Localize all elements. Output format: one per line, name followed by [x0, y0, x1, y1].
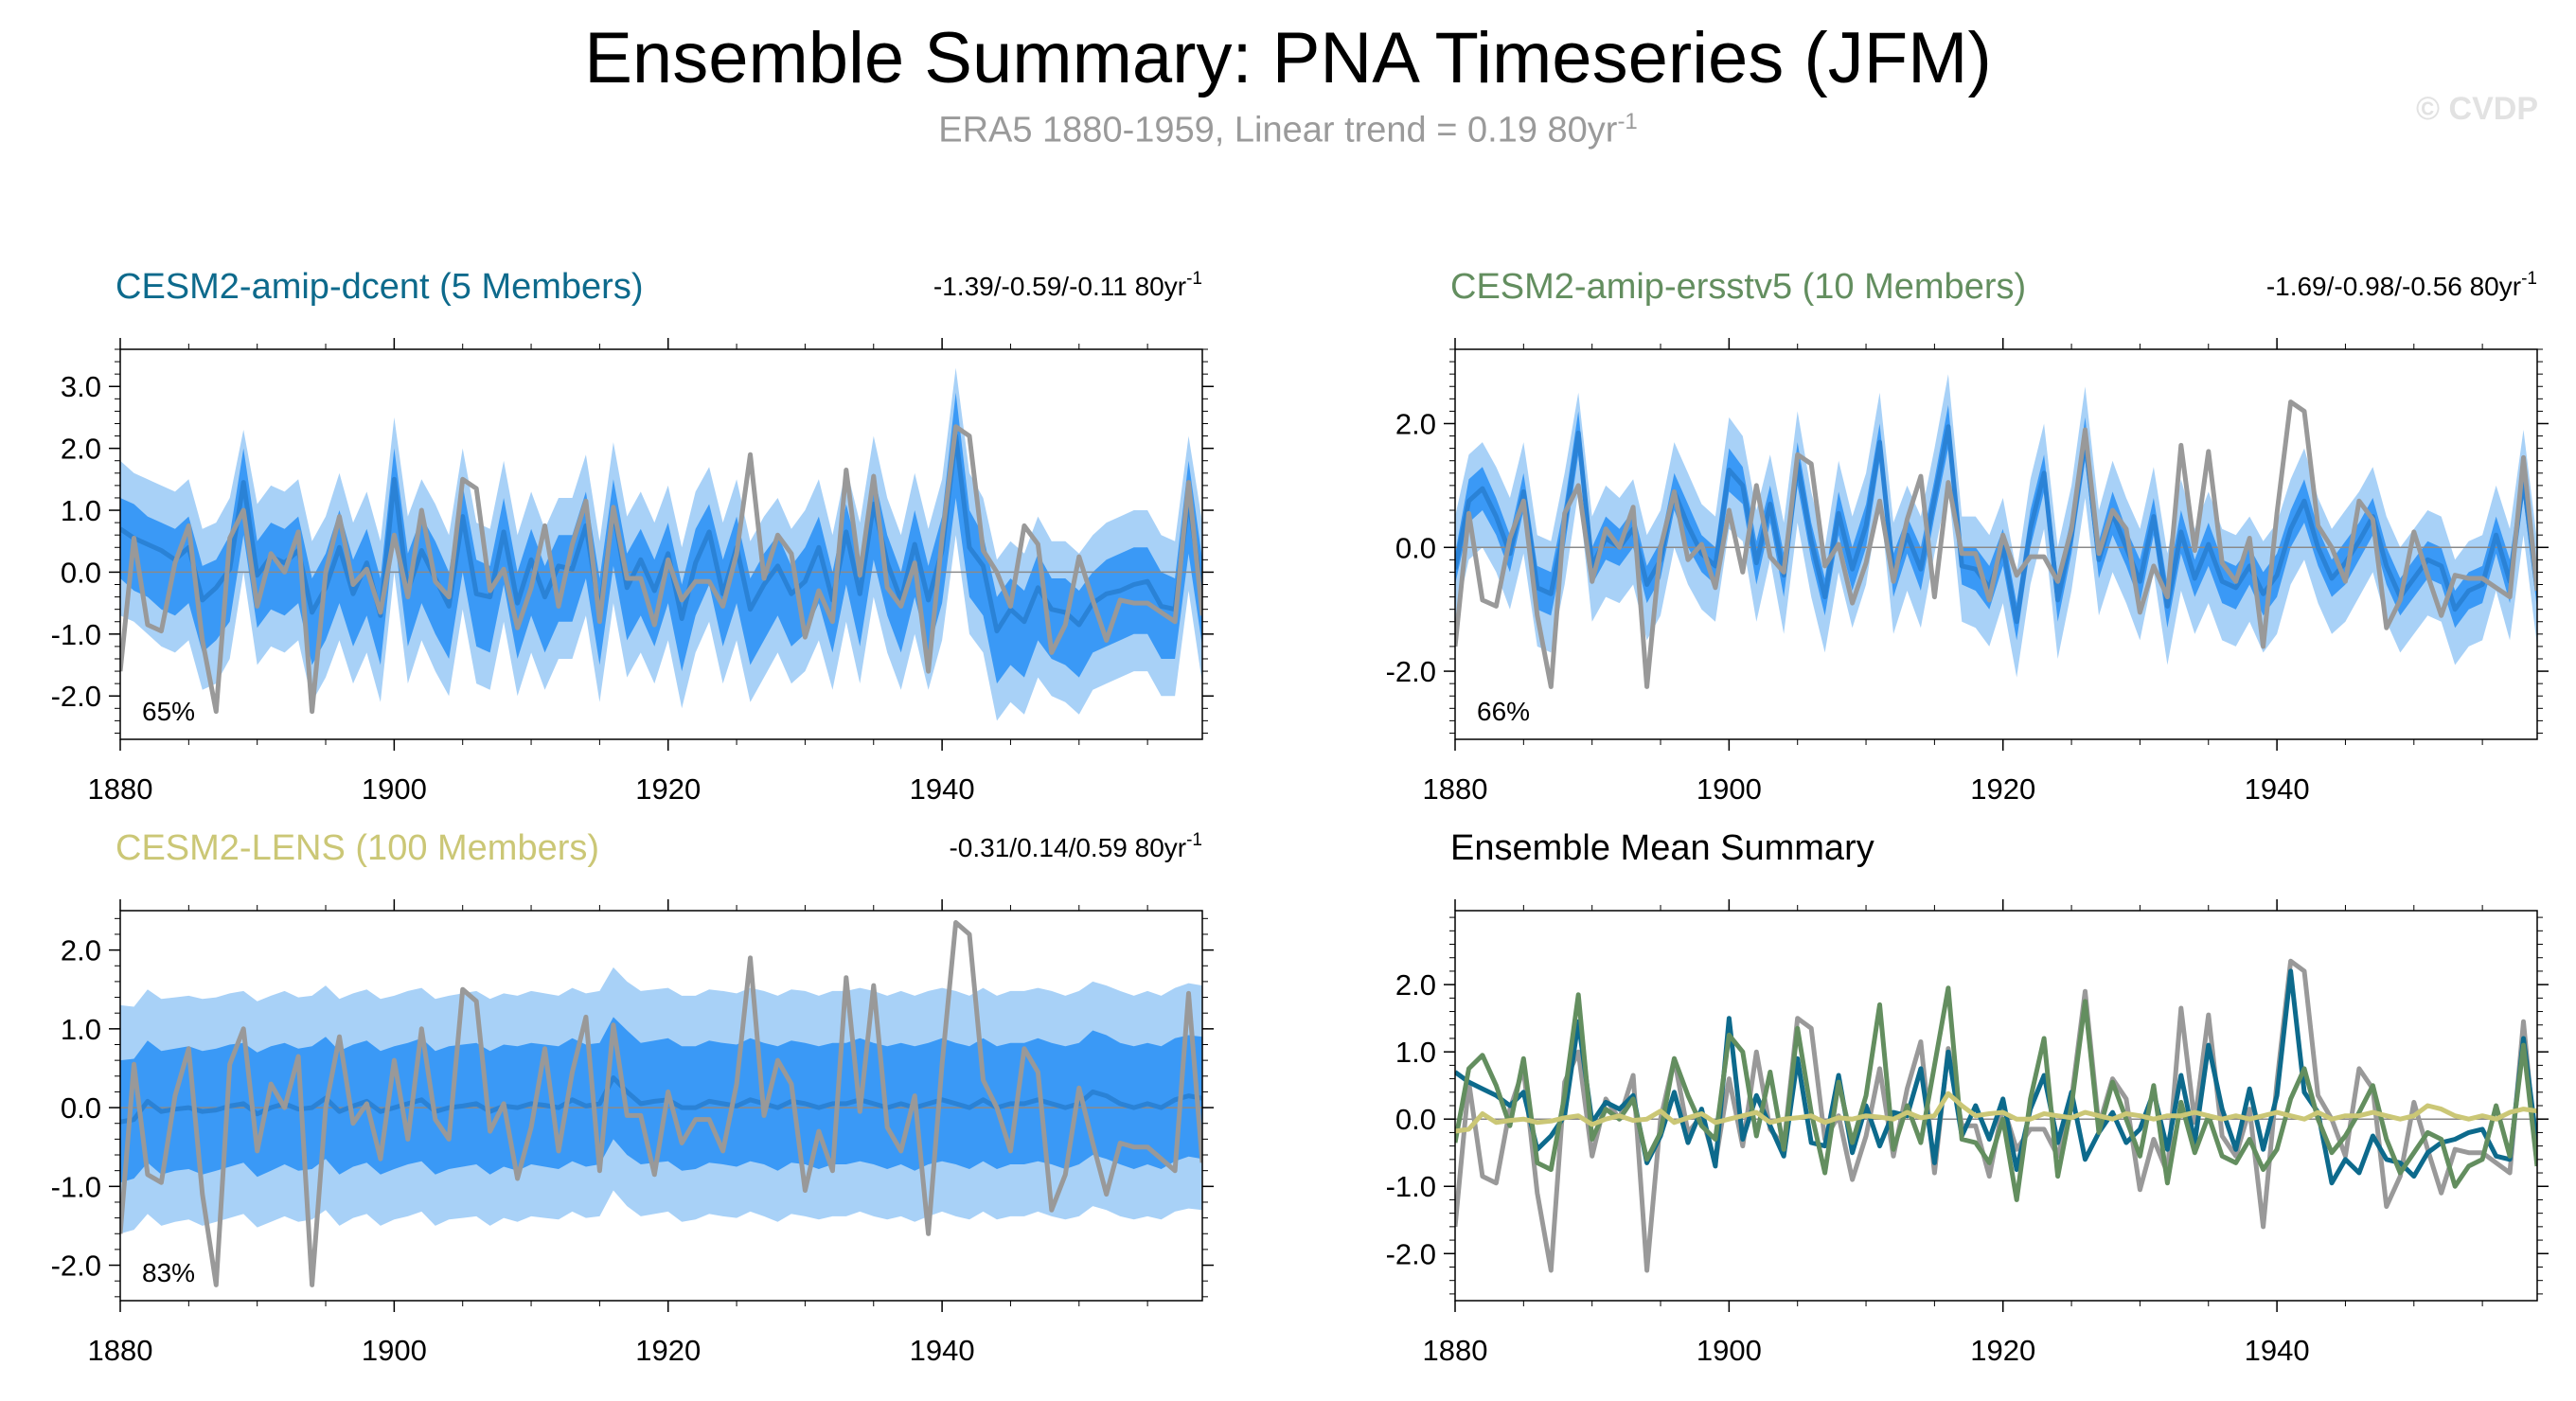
series-line-cesm2-lens — [1455, 1091, 2537, 1134]
chart-panel-3: 2.0 1.0 0.0 -1.0 -2.0 1880 1900 1920 1940 CESM2-L… — [51, 828, 1214, 1367]
y-tick-label: 1.0 — [61, 1013, 101, 1046]
x-tick-label: 1900 — [1697, 1334, 1762, 1367]
x-tick-label: 1920 — [635, 772, 701, 806]
y-tick-label: -1.0 — [1386, 1170, 1436, 1203]
y-tick-label: 2.0 — [1395, 968, 1436, 1002]
plot-frame — [1454, 348, 2538, 740]
y-tick-label: -1.0 — [51, 618, 101, 651]
trend-label-text: -1.69/-0.98/-0.56 80yr — [2266, 272, 2521, 301]
trend-label-exponent: -1 — [1186, 830, 1202, 850]
y-tick-label: 0.0 — [61, 1091, 101, 1125]
y-tick-label: 3.0 — [61, 370, 101, 403]
x-tick-label: 1940 — [910, 772, 975, 806]
chart-panel-2: 2.0 0.0 -2.0 1880 1900 1920 1940 CESM2-amip-ers… — [1386, 267, 2549, 806]
trend-label-text: -1.39/-0.59/-0.11 80yr — [933, 272, 1186, 301]
trend-label: -0.31/0.14/0.59 80yr-1 — [949, 830, 1202, 862]
x-tick-label: 1940 — [2245, 772, 2310, 806]
x-tick-label: 1900 — [1697, 772, 1762, 806]
spread-band-inner — [1455, 404, 2537, 641]
y-tick-label: -1.0 — [51, 1170, 101, 1203]
x-tick-label: 1920 — [1970, 772, 2035, 806]
chart-panel-1: 3.0 2.0 1.0 0.0 -1.0 -2.0 1880 1900 1920 1940 CESM… — [51, 267, 1214, 806]
x-tick-label: 1920 — [1970, 1334, 2035, 1367]
chart-title: CESM2-LENS (100 Members) — [115, 828, 599, 868]
y-tick-label: 2.0 — [61, 433, 101, 466]
y-tick-label: 2.0 — [61, 934, 101, 967]
x-tick-label: 1940 — [2245, 1334, 2310, 1367]
x-tick-label: 1880 — [88, 1334, 153, 1367]
observed-line — [1455, 399, 2537, 689]
trend-label-exponent: -1 — [1186, 269, 1202, 289]
y-tick-label: -2.0 — [1386, 655, 1436, 688]
chart-title: CESM2-amip-ersstv5 (10 Members) — [1450, 267, 2026, 307]
y-tick-label: -2.0 — [51, 1250, 101, 1283]
x-tick-label: 1920 — [635, 1334, 701, 1367]
observed-line — [120, 424, 1202, 715]
series-line-cesm2-amip-ersstv5 — [1455, 985, 2537, 1202]
plot-frame — [119, 910, 1203, 1302]
percent-label: 66% — [1477, 697, 1530, 726]
y-tick-label: -2.0 — [1386, 1237, 1436, 1270]
trend-label-text: -0.31/0.14/0.59 80yr — [949, 833, 1186, 862]
y-tick-label: 0.0 — [61, 556, 101, 589]
plot-area — [120, 367, 1202, 721]
trend-label: -1.39/-0.59/-0.11 80yr-1 — [933, 269, 1202, 301]
percent-label: 83% — [142, 1258, 195, 1287]
chart-panel-4: 2.0 1.0 0.0 -1.0 -2.0 1880 1900 1920 1940 Ensembl… — [1386, 828, 2549, 1367]
x-tick-label: 1880 — [1423, 1334, 1488, 1367]
y-tick-label: 0.0 — [1395, 531, 1436, 564]
trend-label-exponent: -1 — [2521, 269, 2537, 289]
trend-label: -1.69/-0.98/-0.56 80yr-1 — [2266, 269, 2537, 301]
x-tick-label: 1940 — [910, 1334, 975, 1367]
plot-area — [120, 920, 1202, 1287]
y-tick-label: 2.0 — [1395, 407, 1436, 440]
subtitle-exponent: -1 — [1617, 109, 1638, 134]
chart-title: CESM2-amip-dcent (5 Members) — [115, 267, 643, 307]
x-tick-label: 1880 — [88, 772, 153, 806]
x-tick-label: 1880 — [1423, 772, 1488, 806]
x-tick-label: 1900 — [362, 772, 427, 806]
x-tick-label: 1900 — [362, 1334, 427, 1367]
watermark: © CVDP — [2416, 91, 2538, 127]
plot-area — [1455, 374, 2537, 689]
spread-band-inner — [120, 392, 1202, 684]
y-tick-label: 0.0 — [1395, 1103, 1436, 1136]
y-tick-label: 1.0 — [1395, 1036, 1436, 1069]
plot-frame — [119, 348, 1203, 740]
chart-title: Ensemble Mean Summary — [1450, 828, 1874, 868]
subtitle-text: ERA5 1880-1959, Linear trend = 0.19 80yr — [938, 110, 1618, 151]
page-subtitle: ERA5 1880-1959, Linear trend = 0.19 80yr… — [0, 109, 2576, 151]
page-title: Ensemble Summary: PNA Timeseries (JFM) — [584, 18, 1992, 98]
percent-label: 65% — [142, 697, 195, 726]
y-tick-label: -2.0 — [51, 680, 101, 713]
y-tick-label: 1.0 — [61, 494, 101, 527]
observed-line — [120, 920, 1202, 1287]
plot-area — [1455, 958, 2537, 1273]
